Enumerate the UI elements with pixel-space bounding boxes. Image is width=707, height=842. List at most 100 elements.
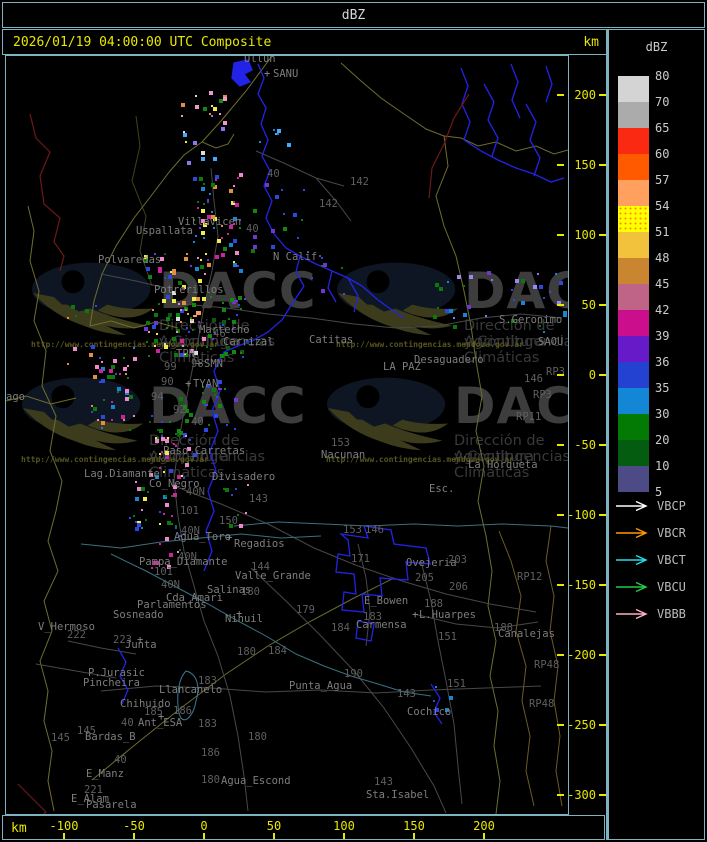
radar-echo (209, 113, 211, 115)
map-route-number: 143 (374, 776, 393, 788)
radar-echo (171, 515, 173, 517)
radar-echo (137, 487, 141, 491)
y-tick-mark (599, 234, 606, 236)
radar-echo (182, 285, 186, 289)
radar-echo (111, 365, 115, 369)
radar-echo (273, 129, 275, 131)
x-tick-label: 150 (403, 819, 425, 833)
radar-echo (463, 285, 465, 287)
map-route-number: 180 (241, 586, 260, 598)
radar-echo (195, 105, 199, 109)
vector-arrow-icon (616, 527, 648, 539)
map-route-number: 143 (397, 688, 416, 700)
radar-echo (198, 279, 202, 283)
radar-echo (189, 439, 191, 441)
radar-echo (239, 269, 243, 273)
y-tick-mark (599, 304, 606, 306)
radar-echo (71, 305, 75, 309)
radar-echo (101, 361, 103, 363)
map-route-number: 151 (438, 631, 457, 643)
x-tick-label: -100 (49, 819, 79, 833)
radar-echo (210, 296, 212, 298)
map-place-label: Co_Negro (149, 478, 200, 490)
radar-echo (213, 107, 217, 111)
map-place-label: Sosneado (113, 609, 164, 621)
radar-echo (187, 447, 191, 451)
map-place-label: P.Jurasic (88, 667, 145, 679)
map-place-label: Nihuil (225, 613, 263, 625)
legend-title: dBZ (645, 40, 668, 54)
radar-echo (129, 517, 131, 519)
radar-echo (185, 141, 187, 143)
radar-echo (543, 297, 545, 299)
map-place-label: V_Hermoso (38, 621, 95, 633)
radar-echo (447, 281, 449, 283)
radar-echo (175, 433, 177, 435)
radar-echo (185, 419, 189, 423)
radar-echo (119, 373, 121, 375)
radar-echo (221, 253, 225, 257)
map-route-number: 205 (415, 572, 434, 584)
radar-echo (125, 389, 129, 393)
scale-band (618, 232, 649, 258)
radar-echo (245, 512, 247, 514)
radar-echo (225, 488, 229, 492)
map-place-label: Villavicen (178, 216, 242, 228)
radar-echo (183, 405, 187, 409)
map-route-number: 186 (201, 747, 220, 759)
radar-echo (445, 309, 449, 313)
radar-echo (235, 203, 239, 207)
radar-echo (202, 337, 206, 341)
scale-label: 45 (655, 277, 670, 291)
radar-echo (491, 279, 493, 281)
radar-echo (189, 413, 193, 417)
radar-echo (156, 333, 158, 335)
radar-echo (184, 353, 186, 355)
vector-arrow-icon (616, 554, 648, 566)
radar-echo (213, 227, 215, 229)
radar-echo (165, 495, 167, 497)
scale-band (618, 440, 649, 466)
radar-echo (311, 277, 313, 279)
radar-echo (321, 265, 323, 267)
radar-echo (135, 497, 139, 501)
vector-label: VBCP (657, 499, 686, 513)
radar-echo (141, 509, 143, 511)
radar-echo (215, 255, 219, 259)
radar-echo (163, 513, 165, 515)
y-tick-mark (557, 724, 564, 726)
radar-echo (469, 275, 473, 279)
map-place-label: Cda_Amari (166, 592, 223, 604)
radar-echo (194, 351, 198, 355)
radar-echo (157, 437, 159, 439)
radar-echo (161, 435, 163, 437)
radar-echo (233, 201, 235, 203)
radar-echo (238, 296, 242, 300)
radar-echo (549, 291, 551, 293)
vector-label: VBCT (657, 553, 686, 567)
radar-echo (171, 523, 173, 525)
radar-echo (193, 141, 197, 145)
radar-echo (174, 353, 178, 357)
radar-echo (212, 318, 216, 322)
map-place-label: Nacunan (321, 449, 366, 461)
radar-echo (190, 265, 192, 267)
map-place-label: Canalejas (498, 628, 555, 640)
radar-echo (196, 297, 200, 301)
radar-echo (537, 273, 539, 275)
radar-echo (208, 334, 212, 338)
map-route-number: 222 (67, 629, 86, 641)
radar-echo (178, 281, 182, 285)
radar-echo (435, 283, 439, 287)
radar-echo (557, 301, 561, 305)
radar-echo (222, 324, 224, 326)
map-route-number: 180 (201, 774, 220, 786)
radar-echo (435, 686, 437, 688)
map-place-label: TYAN (193, 378, 219, 390)
map-place-label: Catitas (309, 334, 354, 346)
radar-echo (212, 338, 214, 340)
radar-echo (101, 367, 105, 371)
radar-echo (154, 321, 158, 325)
radar-echo (204, 273, 206, 275)
radar-echo (163, 495, 167, 499)
